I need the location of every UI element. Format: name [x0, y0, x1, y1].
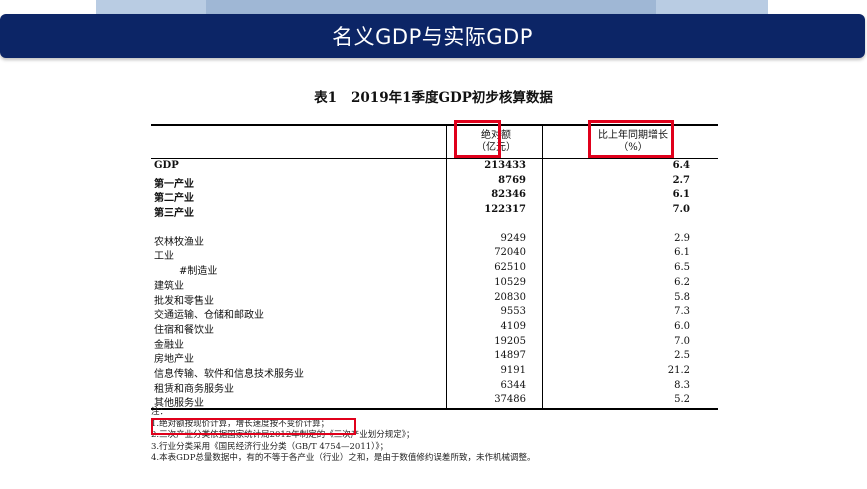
row-value: 122317 [484, 204, 526, 216]
value-column-header: 绝对额 （亿元） [476, 130, 516, 153]
row-growth: 6.0 [674, 320, 690, 332]
row-growth: 6.1 [674, 247, 690, 259]
table-row: GDP 213433 6.4 [151, 159, 718, 174]
row-value: 14897 [494, 350, 526, 362]
note-3: 3.行业分类采用《国民经济行业分类（GB/T 4754—2011）》； [151, 441, 389, 452]
row-label: 交通运输、仓储和邮政业 [154, 310, 264, 322]
row-label: 第二产业 [154, 193, 194, 205]
slide-title: 名义GDP与实际GDP [332, 25, 533, 49]
table-row: 金融业 19205 7.0 [151, 335, 718, 351]
row-label: 农林牧渔业 [154, 236, 204, 248]
row-growth: 5.2 [674, 394, 690, 406]
table-row: 批发和零售业 20830 5.8 [151, 291, 718, 307]
row-label: 工业 [154, 251, 174, 263]
growth-column-header: 比上年同期增长 （%） [598, 130, 668, 153]
row-growth: 21.2 [667, 364, 690, 376]
row-value: 8769 [498, 174, 526, 186]
row-label: 批发和零售业 [154, 295, 214, 307]
row-value: 72040 [494, 247, 526, 259]
row-growth: 7.0 [674, 335, 690, 347]
note-2: 2.三次产业分类依据国家统计局2012年制定的《三次产业划分规定》； [151, 430, 415, 440]
slide-header: 名义GDP与实际GDP [0, 14, 865, 58]
gdp-table: 绝对额 （亿元） 比上年同期增长 （%） GDP 213433 6.4 第一产业 876… [151, 124, 718, 410]
row-growth: 6.4 [672, 160, 690, 171]
notes-title: 注： [151, 407, 169, 417]
row-label: 租赁和商务服务业 [154, 383, 234, 395]
row-label: #制造业 [179, 266, 218, 278]
column-divider [446, 126, 447, 158]
table-row: 建筑业 10529 6.2 [151, 276, 718, 292]
row-growth: 6.1 [672, 189, 690, 201]
row-growth: 8.3 [674, 379, 690, 391]
row-value: 10529 [494, 276, 526, 288]
row-label: 住宿和餐饮业 [154, 324, 214, 336]
row-value: 37486 [494, 394, 526, 406]
table-row: 信息传输、软件和信息技术服务业 9191 21.2 [151, 364, 718, 380]
row-growth: 2.5 [674, 350, 690, 362]
table-row: 房地产业 14897 2.5 [151, 349, 718, 366]
table-bottom-rule [151, 408, 718, 410]
top-decor-strip-inner [206, 0, 656, 14]
column-divider [542, 126, 543, 158]
note-4: 4.本表GDP总量数据中，有的不等于各产业（行业）之和，是由于数值修约误差所致，… [151, 453, 536, 463]
row-label: 信息传输、软件和信息技术服务业 [154, 368, 304, 380]
table-row: 第三产业 122317 7.0 [151, 203, 718, 220]
table-body: GDP 213433 6.4 第一产业 8769 2.7 第二产业 82346 6.1 第三产业 1… [151, 159, 718, 410]
row-value: 9249 [500, 232, 526, 244]
table-caption-text: 2019年1季度GDP初步核算数据 [351, 90, 553, 106]
table-row: 交通运输、仓储和邮政业 9553 7.3 [151, 305, 718, 322]
note-1: 1.绝对额按现价计算，增长速度按不变价计算； [151, 418, 330, 429]
row-growth: 7.0 [672, 204, 690, 216]
column-divider [446, 159, 447, 408]
table-row: 其他服务业 37486 5.2 [151, 393, 718, 410]
row-spacer [151, 218, 718, 232]
table-header-rule [151, 158, 718, 159]
row-label: 第一产业 [154, 178, 194, 190]
row-label: GDP [154, 160, 179, 171]
table-notes: 注： 1.绝对额按现价计算，增长速度按不变价计算； 2.三次产业分类依据国家统计… [151, 407, 651, 465]
row-value: 82346 [491, 189, 526, 201]
table-row: 第二产业 82346 6.1 [151, 188, 718, 205]
table-row: 农林牧渔业 9249 2.9 [151, 232, 718, 248]
table-top-rule [151, 124, 718, 126]
row-growth: 6.5 [674, 262, 690, 274]
row-value: 213433 [484, 160, 526, 171]
row-growth: 5.8 [674, 291, 690, 303]
top-decor-strip [96, 0, 768, 14]
row-label: 金融业 [154, 339, 184, 351]
table-header-row: 绝对额 （亿元） 比上年同期增长 （%） [151, 126, 718, 158]
row-value: 20830 [494, 291, 526, 303]
table-row: 工业 72040 6.1 [151, 246, 718, 263]
table-caption: 表1 2019年1季度GDP初步核算数据 [0, 86, 867, 106]
value-header-highlight [454, 120, 501, 158]
row-growth: 7.3 [674, 306, 690, 318]
row-growth: 6.2 [674, 276, 690, 288]
row-value: 19205 [494, 335, 526, 347]
row-label: 其他服务业 [154, 398, 204, 410]
row-value: 4109 [500, 320, 526, 332]
table-row: 住宿和餐饮业 4109 6.0 [151, 320, 718, 336]
row-growth: 2.9 [674, 232, 690, 244]
growth-header-highlight [588, 120, 674, 158]
row-value: 62510 [494, 262, 526, 274]
table-number: 表1 [314, 90, 338, 106]
row-value: 6344 [500, 379, 526, 391]
row-value: 9553 [500, 306, 526, 318]
row-value: 9191 [500, 364, 526, 376]
column-divider [542, 159, 543, 408]
row-label: 第三产业 [154, 208, 194, 220]
table-row: #制造业 62510 6.5 [151, 261, 718, 278]
table-row: 第一产业 8769 2.7 [151, 174, 718, 190]
row-label: 房地产业 [154, 354, 194, 366]
row-growth: 2.7 [672, 174, 690, 186]
row-label: 建筑业 [154, 280, 184, 292]
note-1-highlight [151, 418, 356, 435]
table-row: 租赁和商务服务业 6344 8.3 [151, 379, 718, 395]
